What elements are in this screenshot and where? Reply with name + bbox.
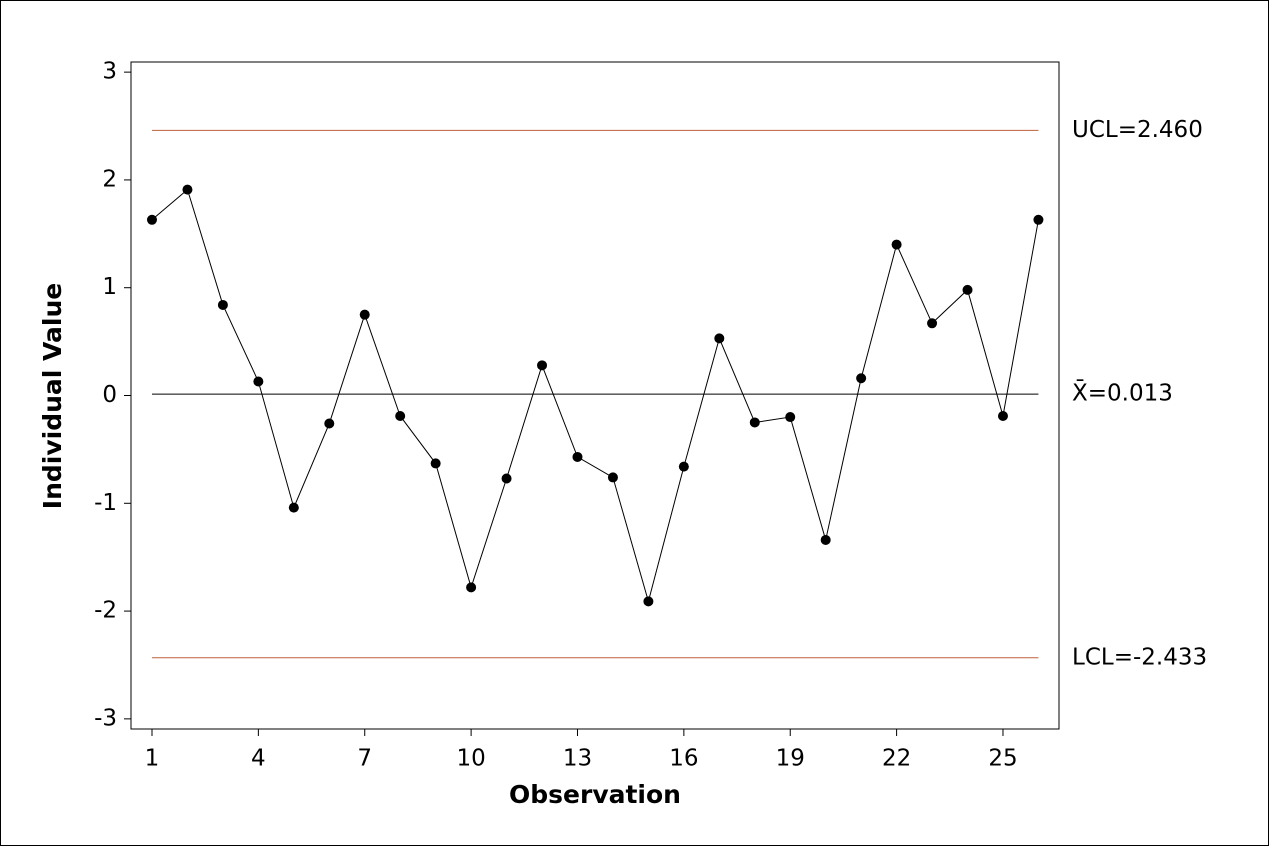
reference-label: X̄=0.013 — [1072, 378, 1173, 406]
x-tick-label: 4 — [251, 746, 266, 772]
x-tick-label: 10 — [456, 746, 485, 772]
data-point — [572, 451, 583, 462]
plot-area — [130, 61, 1060, 730]
data-point — [466, 582, 477, 593]
data-point — [997, 410, 1008, 421]
series-line — [151, 188, 1039, 604]
data-point — [146, 214, 157, 225]
data-point — [537, 360, 548, 371]
data-point — [749, 417, 760, 428]
data-point — [927, 318, 938, 329]
y-tick-label: 2 — [102, 166, 117, 192]
y-tick-label: -1 — [94, 490, 117, 516]
data-point — [1033, 214, 1044, 225]
y-tick-label: -3 — [94, 705, 117, 731]
data-point — [820, 534, 831, 545]
y-tick-label: 3 — [102, 59, 117, 85]
data-point — [643, 596, 654, 607]
data-point — [288, 502, 299, 513]
data-point — [891, 239, 902, 250]
data-point — [217, 299, 228, 310]
reference-label: LCL=-2.433 — [1072, 644, 1207, 670]
data-point — [395, 410, 406, 421]
x-axis-title: Observation — [509, 780, 681, 809]
data-point — [607, 472, 618, 483]
x-tick-label: 7 — [357, 746, 372, 772]
x-tick-label: 1 — [145, 746, 160, 772]
data-point — [785, 412, 796, 423]
x-tick-label: 16 — [669, 746, 698, 772]
x-tick-label: 22 — [882, 746, 911, 772]
data-point — [359, 309, 370, 320]
data-point — [678, 461, 689, 472]
y-tick-label: -2 — [94, 598, 117, 624]
y-axis-title: Individual Value — [38, 283, 67, 509]
y-tick-label: 1 — [102, 274, 117, 300]
x-tick-label: 13 — [563, 746, 592, 772]
reference-label: UCL=2.460 — [1072, 117, 1203, 143]
data-point — [182, 184, 193, 195]
y-tick-label: 0 — [102, 382, 117, 408]
x-tick-label: 25 — [988, 746, 1017, 772]
data-point — [962, 284, 973, 295]
data-point — [430, 458, 441, 469]
data-point — [501, 473, 512, 484]
x-tick-label: 19 — [776, 746, 805, 772]
data-point — [714, 333, 725, 344]
data-point — [856, 373, 867, 384]
data-point — [253, 376, 264, 387]
data-point — [324, 418, 335, 429]
